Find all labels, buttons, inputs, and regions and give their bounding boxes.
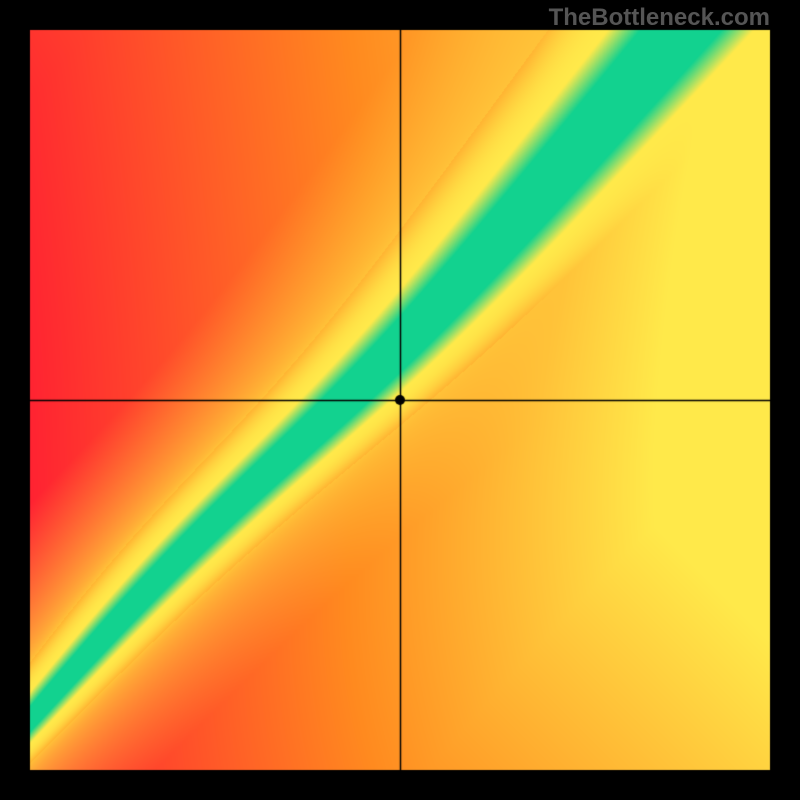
heatmap-canvas [0,0,800,800]
watermark-text: TheBottleneck.com [549,4,770,32]
chart-container: TheBottleneck.com [0,0,800,800]
